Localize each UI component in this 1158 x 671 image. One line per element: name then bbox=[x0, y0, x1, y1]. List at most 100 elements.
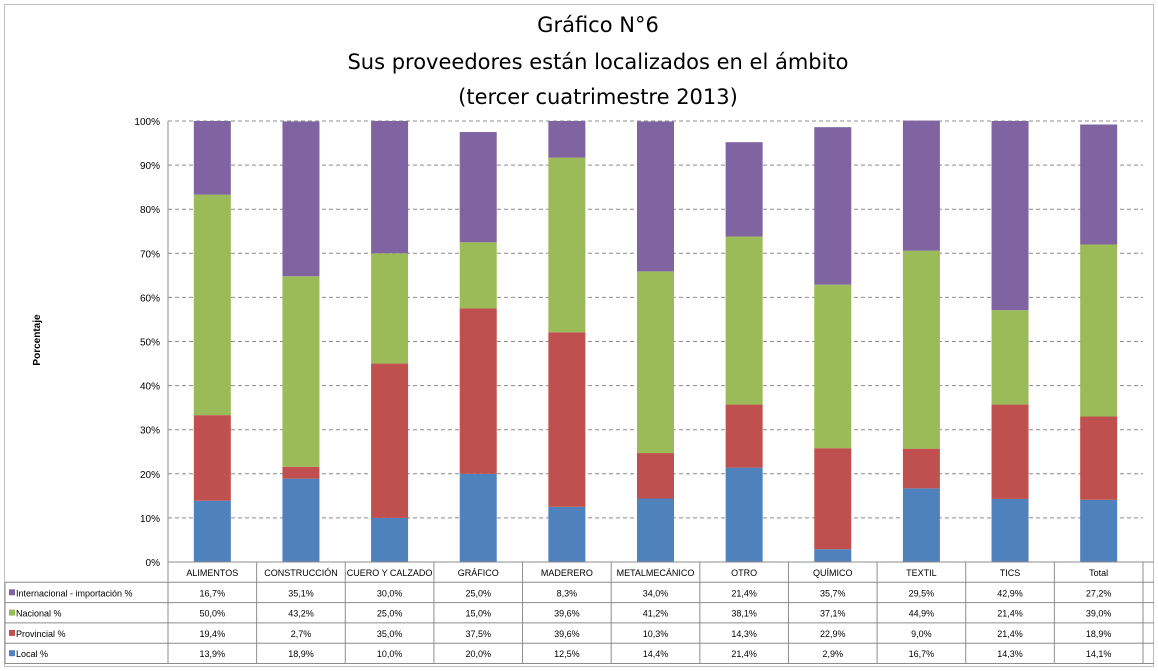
data-label: 25,0% bbox=[377, 609, 403, 619]
data-label: 39,6% bbox=[554, 629, 580, 639]
y-tick-label: 80% bbox=[140, 205, 160, 216]
data-label: 10,0% bbox=[377, 649, 403, 659]
data-label: 16,7% bbox=[909, 649, 935, 659]
bar-segment bbox=[637, 271, 674, 454]
bar-segment bbox=[902, 488, 940, 562]
data-label: 12,5% bbox=[554, 649, 580, 659]
data-label: 13,9% bbox=[200, 649, 226, 659]
y-tick-label: 40% bbox=[140, 382, 160, 393]
bar-segment bbox=[282, 121, 320, 277]
chart-title-line-3: (tercer cuatrimestre 2013) bbox=[458, 85, 738, 109]
bar-segment bbox=[902, 120, 940, 251]
legend-swatch bbox=[9, 609, 15, 616]
data-label: 16,7% bbox=[200, 588, 226, 598]
y-tick-label: 0% bbox=[146, 558, 161, 569]
y-tick-label: 20% bbox=[140, 470, 160, 481]
x-tick-label: Total bbox=[1089, 568, 1108, 578]
bar-segment bbox=[991, 310, 1029, 405]
legend-label: Provincial % bbox=[16, 629, 66, 639]
data-label: 14,4% bbox=[643, 649, 669, 659]
bar-segment bbox=[1080, 244, 1118, 417]
bar-segment bbox=[459, 132, 497, 243]
data-label: 15,0% bbox=[465, 609, 491, 619]
x-tick-label: GRÁFICO bbox=[458, 568, 499, 578]
data-label: 37,1% bbox=[820, 609, 846, 619]
data-label: 35,0% bbox=[377, 629, 403, 639]
y-tick-label: 90% bbox=[140, 161, 160, 172]
bar-segment bbox=[193, 500, 231, 562]
bar-segment bbox=[725, 404, 763, 468]
data-label: 50,0% bbox=[200, 609, 226, 619]
data-label: 22,9% bbox=[820, 629, 846, 639]
bar-segment bbox=[991, 121, 1029, 311]
bar-segment bbox=[548, 332, 586, 507]
bar-segment bbox=[459, 308, 497, 474]
y-tick-label: 70% bbox=[140, 249, 160, 260]
bar-segment bbox=[637, 498, 674, 562]
bar-segment bbox=[282, 466, 320, 479]
data-label: 35,1% bbox=[288, 588, 314, 598]
bar-segment bbox=[814, 549, 852, 562]
data-label: 21,4% bbox=[731, 588, 757, 598]
x-tick-label: TICS bbox=[1000, 568, 1021, 578]
legend-label: Nacional % bbox=[16, 609, 62, 619]
legend-label: Local % bbox=[16, 649, 48, 659]
data-label: 30,0% bbox=[377, 588, 403, 598]
bar-segment bbox=[814, 127, 852, 285]
bar-segment bbox=[548, 157, 586, 333]
data-label: 8,3% bbox=[557, 588, 578, 598]
data-label: 19,4% bbox=[200, 629, 226, 639]
data-label: 18,9% bbox=[1086, 629, 1112, 639]
bar-segment bbox=[1080, 499, 1118, 562]
x-tick-label: METALMECÁNICO bbox=[617, 568, 695, 578]
bar-segment bbox=[725, 467, 763, 562]
data-label: 44,9% bbox=[909, 609, 935, 619]
bar-segment bbox=[193, 121, 231, 195]
data-label: 43,2% bbox=[288, 609, 314, 619]
gridlines bbox=[167, 120, 1143, 562]
legend-swatch bbox=[9, 650, 15, 657]
bar-segment bbox=[459, 242, 497, 309]
bar-segment bbox=[991, 404, 1029, 499]
data-label: 25,0% bbox=[465, 588, 491, 598]
data-label: 9,0% bbox=[911, 629, 932, 639]
data-label: 10,3% bbox=[643, 629, 669, 639]
legend-swatch bbox=[9, 629, 15, 636]
data-label: 21,4% bbox=[997, 609, 1023, 619]
bar-segment bbox=[725, 236, 763, 405]
x-tick-label: CONSTRUCCIÓN bbox=[264, 568, 338, 578]
bar-segment bbox=[637, 453, 674, 499]
data-label: 42,9% bbox=[997, 588, 1023, 598]
bar-segment bbox=[282, 276, 320, 467]
x-tick-label: OTRO bbox=[731, 568, 757, 578]
y-axis-ticks: 0% 10% 20% 30% 40% 50% 60% 70% 80% 90% 100% bbox=[134, 117, 160, 569]
y-axis-label: Porcentaje bbox=[32, 314, 43, 366]
data-label: 37,5% bbox=[465, 629, 491, 639]
y-tick-label: 60% bbox=[140, 293, 160, 304]
bar-segment bbox=[371, 517, 409, 562]
chart-title-line-1: Gráfico N°6 bbox=[537, 13, 659, 37]
bar-segment bbox=[902, 448, 940, 489]
data-label: 2,9% bbox=[823, 649, 844, 659]
bar-segment bbox=[814, 284, 852, 449]
bar-segment bbox=[371, 253, 409, 364]
bar-segment bbox=[1080, 416, 1118, 500]
bar-segment bbox=[459, 473, 497, 562]
data-label: 35,7% bbox=[820, 588, 846, 598]
x-tick-label: ALIMENTOS bbox=[186, 568, 238, 578]
bar-segment bbox=[814, 448, 852, 550]
data-label: 21,4% bbox=[731, 649, 757, 659]
data-label: 14,3% bbox=[731, 629, 757, 639]
data-label: 14,1% bbox=[1086, 649, 1112, 659]
y-tick-label: 50% bbox=[140, 338, 160, 349]
data-label: 34,0% bbox=[643, 588, 669, 598]
data-table: ALIMENTOS CONSTRUCCIÓN CUERO Y CALZADO GRÁF… bbox=[4, 561, 1154, 664]
x-tick-label: MADERERO bbox=[541, 568, 593, 578]
y-tick-label: 100% bbox=[134, 117, 160, 128]
bar-segment bbox=[548, 506, 586, 562]
data-label: 2,7% bbox=[291, 629, 312, 639]
chart-frame bbox=[4, 4, 1154, 667]
bar-segment bbox=[902, 250, 940, 449]
bar-segment bbox=[371, 121, 409, 254]
